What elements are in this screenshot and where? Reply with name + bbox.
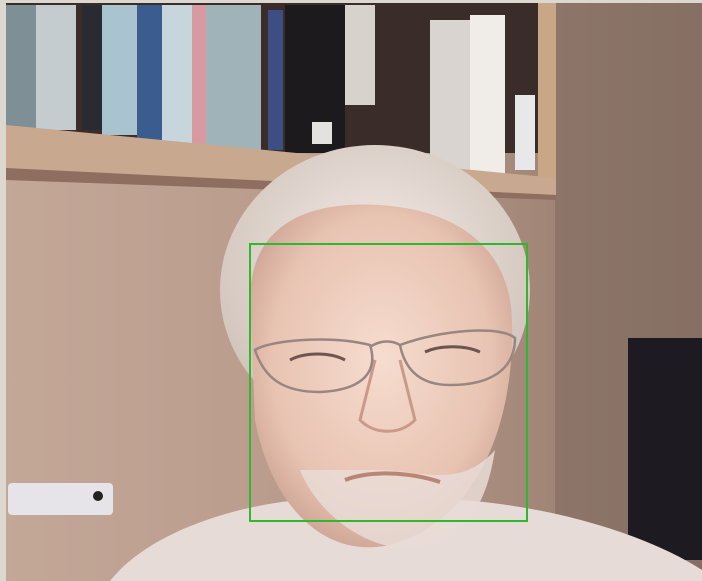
book [345,5,375,105]
book [192,5,206,145]
webcam-frame [0,0,702,581]
book [36,5,76,130]
book [470,15,505,175]
page: {} [0,0,702,581]
book [137,5,162,140]
book [515,95,535,170]
book [268,10,283,150]
wall-picture [628,338,702,560]
book [206,5,261,150]
switch-hole [93,491,103,501]
book [6,5,36,130]
book [82,5,102,130]
shelf-side [538,3,556,183]
book [102,5,137,135]
book-label [312,122,332,144]
book [162,5,192,143]
book [430,20,470,170]
